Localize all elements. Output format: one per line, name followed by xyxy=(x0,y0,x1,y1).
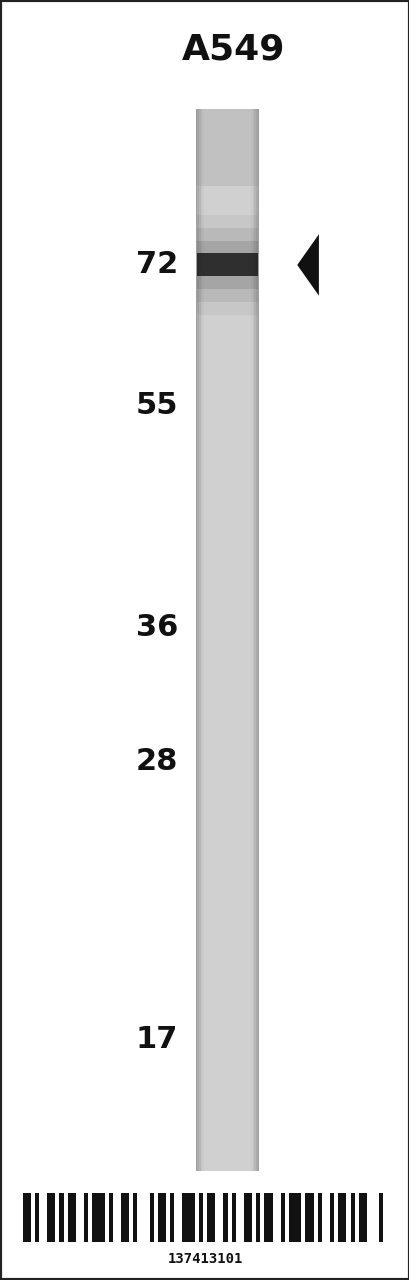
Bar xyxy=(197,253,258,276)
Bar xyxy=(197,228,258,302)
Bar xyxy=(35,1193,39,1242)
Bar xyxy=(196,109,204,1171)
Bar xyxy=(280,1193,284,1242)
Bar xyxy=(252,109,259,1171)
Text: 55: 55 xyxy=(135,392,178,420)
Bar xyxy=(22,1193,31,1242)
Text: 28: 28 xyxy=(136,748,178,776)
Bar xyxy=(133,1193,137,1242)
Bar xyxy=(223,1193,227,1242)
Bar xyxy=(196,109,259,1171)
Text: A549: A549 xyxy=(182,32,285,67)
Bar xyxy=(264,1193,272,1242)
Text: 137413101: 137413101 xyxy=(167,1252,242,1266)
Bar xyxy=(196,109,259,186)
Bar xyxy=(47,1193,55,1242)
Bar xyxy=(149,1193,153,1242)
Bar xyxy=(254,109,259,1171)
Text: 17: 17 xyxy=(136,1025,178,1053)
Bar xyxy=(157,1193,166,1242)
Bar xyxy=(231,1193,235,1242)
Bar xyxy=(256,1193,260,1242)
Bar xyxy=(92,1193,104,1242)
Bar xyxy=(207,1193,215,1242)
Bar xyxy=(67,1193,76,1242)
Bar xyxy=(317,1193,321,1242)
Bar xyxy=(243,1193,252,1242)
Bar xyxy=(170,1193,174,1242)
Bar xyxy=(358,1193,366,1242)
Bar xyxy=(84,1193,88,1242)
Bar xyxy=(196,109,197,1171)
Bar xyxy=(329,1193,333,1242)
Bar xyxy=(305,1193,313,1242)
Bar xyxy=(250,109,259,1171)
Bar xyxy=(288,1193,301,1242)
Text: 36: 36 xyxy=(136,613,178,641)
Bar xyxy=(196,109,200,1171)
Bar xyxy=(196,109,202,1171)
Bar xyxy=(196,109,199,1171)
Bar xyxy=(197,215,258,315)
Bar xyxy=(378,1193,382,1242)
Bar xyxy=(59,1193,63,1242)
Bar xyxy=(198,1193,202,1242)
Bar xyxy=(257,109,259,1171)
Bar xyxy=(255,109,259,1171)
Bar xyxy=(108,1193,112,1242)
Bar xyxy=(337,1193,346,1242)
Bar xyxy=(197,241,258,289)
Bar xyxy=(121,1193,129,1242)
Text: 72: 72 xyxy=(136,251,178,279)
Bar xyxy=(182,1193,194,1242)
Bar xyxy=(350,1193,354,1242)
Polygon shape xyxy=(297,234,318,296)
